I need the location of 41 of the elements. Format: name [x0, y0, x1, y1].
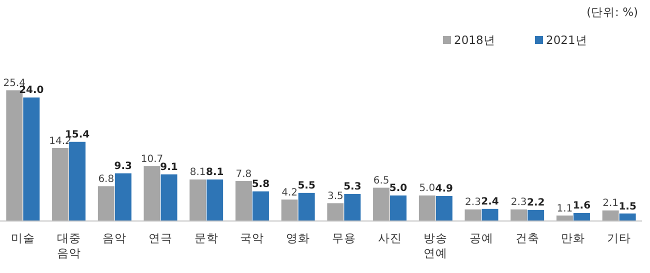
- x-tick-label: 건축: [515, 231, 540, 245]
- x-tick-label: 만화: [561, 231, 586, 245]
- data-label: 1.6: [572, 200, 591, 212]
- data-label: 2.4: [481, 196, 499, 208]
- data-label: 2.3: [465, 197, 481, 208]
- data-label: 6.5: [373, 175, 390, 186]
- data-label: 9.3: [114, 161, 132, 172]
- data-label: 5.0: [419, 183, 436, 194]
- data-label: 5.0: [389, 183, 408, 194]
- data-label: 1.5: [618, 201, 636, 212]
- data-label: 5.3: [344, 182, 362, 193]
- data-label: 3.5: [327, 190, 344, 202]
- x-tick-label: 국악: [240, 231, 264, 245]
- x-tick-label: 공예: [470, 231, 494, 245]
- data-label: 8.1: [190, 167, 206, 178]
- x-tick-label: 기타: [607, 231, 632, 245]
- x-tick-label: 미술: [10, 231, 35, 245]
- data-label: 7.8: [236, 168, 252, 180]
- data-label: 4.9: [435, 184, 454, 195]
- data-label: 5.8: [252, 179, 270, 190]
- text: (단위: %): [586, 5, 638, 19]
- data-label: 9.1: [160, 162, 178, 174]
- x-tick-label: 무용: [332, 231, 356, 245]
- data-label: 2.2: [527, 198, 545, 209]
- legend-label: 2021년: [546, 33, 588, 47]
- data-label: 4.2: [282, 187, 298, 198]
- x-tick-label: 연극: [148, 231, 172, 245]
- x-tick-label: 문학: [194, 231, 218, 245]
- data-label: 8.1: [206, 167, 224, 178]
- x-tick-label: 사진: [378, 231, 402, 245]
- data-label: 5.5: [298, 180, 316, 192]
- data-label: 6.8: [98, 174, 114, 185]
- x-tick-label: 음악: [102, 231, 127, 245]
- data-label: 2.1: [602, 198, 619, 210]
- data-label: 1.1: [556, 203, 573, 214]
- x-tick-label: 대중음악: [56, 231, 81, 260]
- x-tick-label: 영화: [286, 231, 310, 245]
- data-label: 24.0: [19, 85, 44, 96]
- data-label: 2.3: [510, 197, 527, 208]
- legend-label: 2018년: [454, 33, 496, 47]
- x-tick-label: 방송연예: [424, 231, 448, 260]
